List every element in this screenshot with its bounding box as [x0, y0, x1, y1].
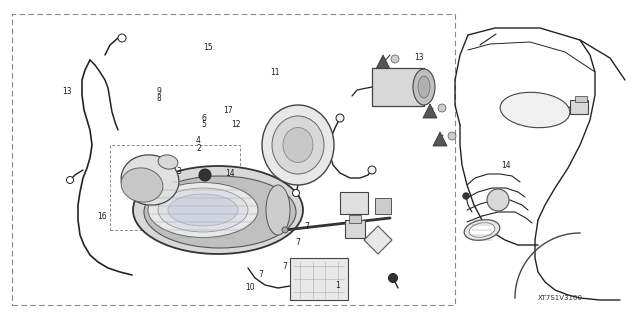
Ellipse shape [283, 128, 313, 162]
Ellipse shape [464, 220, 500, 240]
Text: 7: 7 [305, 222, 310, 231]
Circle shape [388, 273, 397, 283]
Circle shape [391, 55, 399, 63]
Text: 8: 8 [156, 94, 161, 103]
Ellipse shape [148, 182, 258, 238]
Text: 14: 14 [225, 169, 236, 178]
Text: XT7S1V3100: XT7S1V3100 [538, 295, 582, 301]
Circle shape [118, 34, 126, 42]
Text: 10: 10 [244, 283, 255, 292]
Circle shape [199, 169, 211, 181]
Text: 17: 17 [223, 106, 234, 115]
Ellipse shape [144, 176, 296, 248]
Ellipse shape [272, 116, 324, 174]
Circle shape [423, 72, 431, 80]
Ellipse shape [266, 185, 290, 235]
Polygon shape [408, 72, 422, 86]
Polygon shape [423, 104, 437, 118]
Bar [290, 258, 348, 300]
Bar [349, 215, 361, 223]
Text: 2: 2 [196, 144, 201, 153]
Polygon shape [364, 226, 392, 254]
Text: 7: 7 [282, 262, 287, 271]
Circle shape [336, 114, 344, 122]
Bar [375, 198, 391, 214]
Ellipse shape [168, 194, 238, 226]
Ellipse shape [418, 76, 430, 98]
Text: 7: 7 [259, 270, 264, 279]
Text: 6: 6 [201, 114, 206, 122]
Bar [110, 145, 240, 230]
Text: 1: 1 [335, 281, 340, 290]
Bar [575, 96, 587, 102]
Ellipse shape [487, 189, 509, 211]
Bar [12, 14, 455, 305]
Circle shape [438, 104, 446, 112]
Ellipse shape [500, 92, 570, 128]
Bar [345, 220, 365, 238]
Circle shape [293, 275, 303, 285]
Bar [340, 192, 368, 214]
Ellipse shape [262, 105, 334, 185]
Text: 3: 3 [177, 167, 182, 176]
Circle shape [368, 166, 376, 174]
Ellipse shape [133, 166, 303, 254]
Text: 4: 4 [196, 136, 201, 145]
Ellipse shape [158, 155, 178, 169]
Circle shape [292, 189, 300, 197]
Text: 16: 16 [97, 212, 108, 221]
Ellipse shape [121, 168, 163, 202]
Ellipse shape [413, 69, 435, 105]
Circle shape [448, 132, 456, 140]
Bar [372, 68, 424, 106]
Bar [570, 100, 588, 114]
Polygon shape [433, 132, 447, 146]
Text: 15: 15 [203, 43, 213, 52]
Text: 7: 7 [295, 238, 300, 247]
Circle shape [67, 176, 74, 183]
Text: 14: 14 [500, 161, 511, 170]
Circle shape [145, 164, 151, 170]
Circle shape [282, 227, 288, 233]
Text: 5: 5 [201, 120, 206, 129]
Ellipse shape [121, 155, 179, 205]
Text: 12: 12 [231, 120, 240, 129]
Ellipse shape [158, 188, 248, 232]
Text: 9: 9 [156, 87, 161, 96]
Polygon shape [376, 55, 390, 69]
Circle shape [463, 193, 469, 199]
Text: 13: 13 [62, 87, 72, 96]
Text: 11: 11 [271, 68, 280, 77]
Ellipse shape [469, 223, 495, 237]
Text: 13: 13 [414, 53, 424, 62]
